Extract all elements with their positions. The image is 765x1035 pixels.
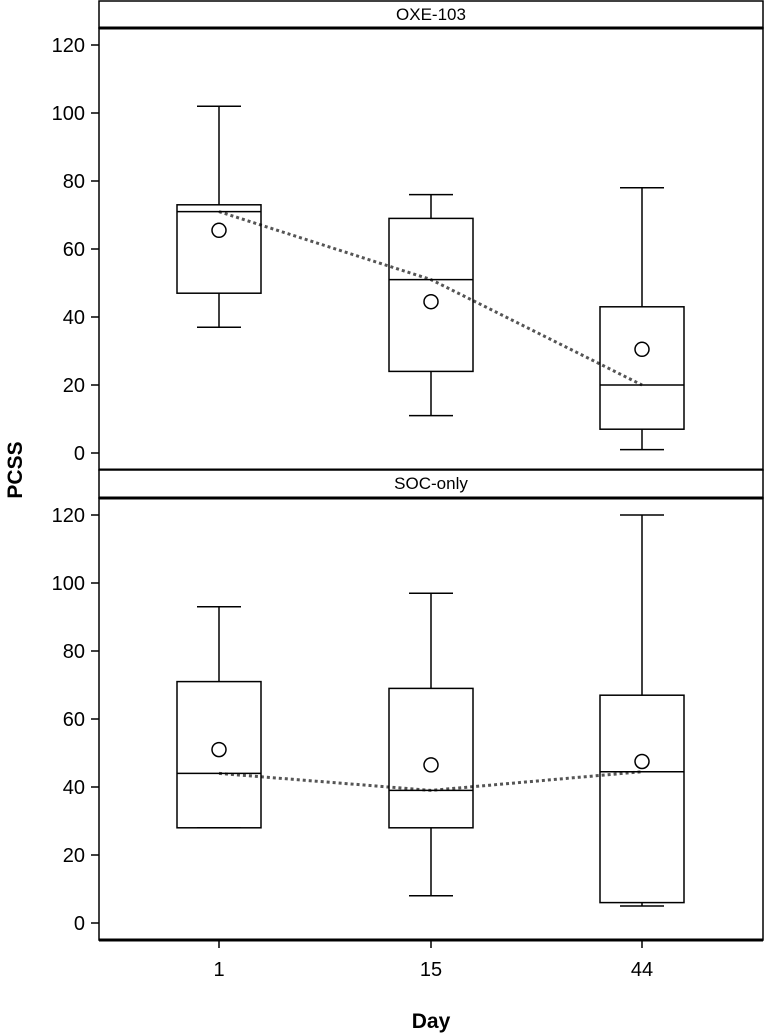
y-tick-label: 40 xyxy=(63,307,85,329)
y-tick-label: 100 xyxy=(52,103,85,125)
x-tick-label: 15 xyxy=(420,959,442,981)
y-tick-label: 0 xyxy=(74,913,85,935)
y-tick-label: 0 xyxy=(74,443,85,465)
mean-marker xyxy=(423,293,439,310)
y-tick-label: 80 xyxy=(63,171,85,193)
x-axis-title: Day xyxy=(412,1010,451,1033)
interquartile-box xyxy=(176,680,262,829)
panel-strip-label: SOC-only xyxy=(394,474,468,493)
y-tick-label: 100 xyxy=(52,573,85,595)
mean-marker xyxy=(211,222,227,239)
panel-1: OXE-103 0 20 40 60 80 100 120 xyxy=(52,0,764,472)
panel-strip xyxy=(98,0,764,29)
interquartile-box xyxy=(599,694,685,904)
median-trend-line xyxy=(218,770,643,792)
interquartile-box xyxy=(176,204,262,294)
mean-marker xyxy=(423,757,439,773)
y-tick-label: 120 xyxy=(52,505,85,527)
mean-marker xyxy=(634,753,650,770)
box-15 xyxy=(388,193,474,417)
box-15 xyxy=(388,592,474,897)
y-tick-label: 20 xyxy=(63,845,85,867)
interquartile-box xyxy=(388,217,474,373)
x-tick-label: 1 xyxy=(213,959,224,981)
box-1 xyxy=(176,606,262,829)
x-tick-label: 44 xyxy=(631,959,653,981)
panel-2: SOC-only 0 20 40 60 80 100 120 xyxy=(52,469,764,942)
panel-strip-label: OXE-103 xyxy=(396,5,466,24)
box-44 xyxy=(599,187,685,451)
y-tick-label: 60 xyxy=(63,709,85,731)
box-44 xyxy=(599,514,685,907)
interquartile-box xyxy=(599,306,685,430)
panel-layer: OXE-103 0 20 40 60 80 100 120 SOC-only 0 20 40 60 80 1… xyxy=(52,0,764,981)
y-tick-label: 80 xyxy=(63,641,85,663)
y-tick-label: 60 xyxy=(63,239,85,261)
panel-strip xyxy=(98,469,764,499)
y-axis-title: PCSS xyxy=(4,441,27,498)
mean-marker xyxy=(634,341,650,358)
y-tick-label: 120 xyxy=(52,35,85,57)
interquartile-box xyxy=(388,687,474,829)
box-1 xyxy=(176,105,262,328)
y-tick-label: 20 xyxy=(63,375,85,397)
mean-marker xyxy=(211,741,227,758)
y-tick-label: 40 xyxy=(63,777,85,799)
